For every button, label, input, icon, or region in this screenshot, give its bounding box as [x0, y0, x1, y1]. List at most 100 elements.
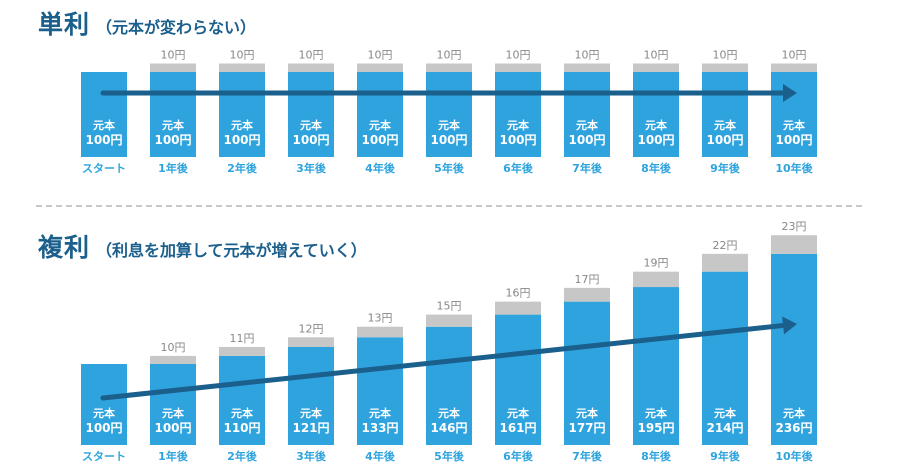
- bar-value-label: 161円: [499, 421, 536, 435]
- interest-bar: [426, 314, 472, 327]
- bar-value-label: 100円: [706, 133, 743, 147]
- x-tick-label: 8年後: [641, 161, 672, 175]
- principal-bar: [150, 72, 196, 157]
- x-tick-label: 2年後: [227, 161, 258, 175]
- compound-interest-title: 複利 （利息を加算して元本が増えていく）: [38, 228, 367, 264]
- principal-bar: [702, 72, 748, 157]
- compound-interest-subtitle: （利息を加算して元本が増えていく）: [96, 241, 367, 260]
- x-tick-label: 2年後: [227, 449, 258, 463]
- interest-bar: [357, 326, 403, 338]
- interest-label: 10円: [299, 49, 324, 62]
- x-tick-label: 9年後: [710, 449, 741, 463]
- principal-bar: [771, 253, 817, 445]
- bar-value-label: 214円: [706, 421, 743, 435]
- bar-label-principal: 元本: [645, 118, 667, 132]
- x-tick-label: 9年後: [710, 161, 741, 175]
- principal-bar: [426, 326, 472, 445]
- principal-bar: [426, 72, 472, 157]
- interest-label: 10円: [437, 49, 462, 62]
- interest-bar: [357, 63, 403, 72]
- bar-value-label: 100円: [85, 133, 122, 147]
- interest-bar: [495, 301, 541, 315]
- principal-bar: [771, 72, 817, 157]
- bar-value-label: 100円: [430, 133, 467, 147]
- x-tick-label: 8年後: [641, 449, 672, 463]
- bar-value-label: 100円: [85, 421, 122, 435]
- bar-label-principal: 元本: [93, 406, 115, 420]
- principal-bar: [495, 314, 541, 445]
- simple-interest-subtitle: （元本が変わらない）: [96, 18, 257, 37]
- interest-label: 11円: [230, 332, 255, 345]
- bar-label-principal: 元本: [507, 118, 529, 132]
- interest-label: 23円: [782, 220, 807, 233]
- bar-value-label: 100円: [775, 133, 812, 147]
- interest-bar: [771, 63, 817, 72]
- simple-interest-title: 単利 （元本が変わらない）: [38, 5, 256, 41]
- bar-label-principal: 元本: [231, 406, 253, 420]
- compound-interest-heading: 複利: [38, 233, 91, 262]
- x-tick-label: 4年後: [365, 449, 396, 463]
- interest-bar: [495, 63, 541, 72]
- interest-bar: [702, 63, 748, 72]
- principal-bar: [564, 301, 610, 445]
- interest-label: 10円: [368, 49, 393, 62]
- interest-label: 10円: [230, 49, 255, 62]
- principal-bar: [633, 287, 679, 445]
- bar-value-label: 177円: [568, 421, 605, 435]
- interest-bar: [288, 63, 334, 72]
- bar-label-principal: 元本: [714, 406, 736, 420]
- principal-bar: [357, 72, 403, 157]
- bar-value-label: 146円: [430, 421, 467, 435]
- bar-label-principal: 元本: [231, 118, 253, 132]
- interest-label: 17円: [575, 273, 600, 286]
- x-tick-label: 4年後: [365, 161, 396, 175]
- bar-label-principal: 元本: [438, 406, 460, 420]
- x-tick-label: 5年後: [434, 449, 465, 463]
- principal-bar: [288, 346, 334, 445]
- bar-value-label: 100円: [361, 133, 398, 147]
- x-tick-label: スタート: [82, 450, 126, 463]
- interest-bar: [633, 63, 679, 72]
- bar-value-label: 100円: [154, 133, 191, 147]
- x-tick-label: 3年後: [296, 449, 327, 463]
- bar-label-principal: 元本: [576, 118, 598, 132]
- principal-bar: [564, 72, 610, 157]
- bar-value-label: 100円: [568, 133, 605, 147]
- interest-bar: [564, 287, 610, 302]
- trend-arrow-head: [783, 84, 797, 102]
- interest-bar: [702, 253, 748, 272]
- principal-bar: [495, 72, 541, 157]
- bar-value-label: 100円: [292, 133, 329, 147]
- bar-value-label: 121円: [292, 421, 329, 435]
- trend-arrow-head: [782, 316, 797, 335]
- interest-bar: [771, 235, 817, 254]
- x-tick-label: 6年後: [503, 161, 534, 175]
- interest-label: 10円: [782, 49, 807, 62]
- bar-label-principal: 元本: [162, 406, 184, 420]
- x-tick-label: 10年後: [775, 161, 813, 175]
- interest-label: 10円: [713, 49, 738, 62]
- interest-label: 10円: [161, 49, 186, 62]
- bar-label-principal: 元本: [783, 406, 805, 420]
- interest-bar: [288, 337, 334, 347]
- interest-label: 10円: [506, 49, 531, 62]
- trend-arrow-line: [100, 322, 790, 401]
- interest-bar: [150, 355, 196, 364]
- x-tick-label: 10年後: [775, 449, 813, 463]
- bar-value-label: 100円: [499, 133, 536, 147]
- bar-label-principal: 元本: [576, 406, 598, 420]
